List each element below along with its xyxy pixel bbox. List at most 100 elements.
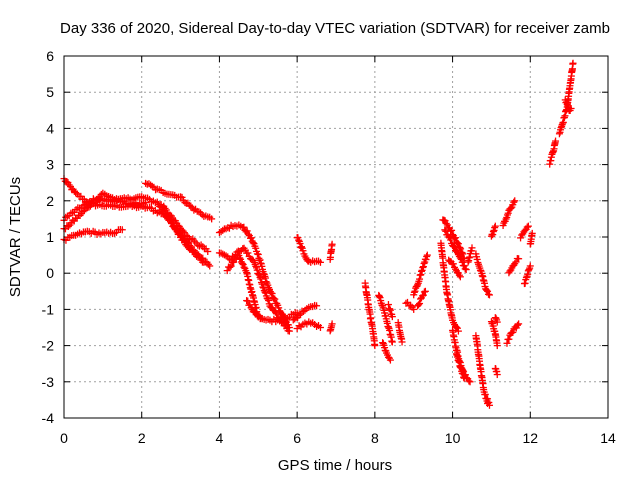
data-point [523, 223, 531, 231]
y-axis-label: SDTVAR / TECUs [7, 177, 24, 297]
data-point [179, 227, 187, 235]
data-point [503, 339, 511, 347]
x-tick-label: 6 [293, 430, 301, 446]
data-point [200, 258, 208, 266]
data-point [447, 236, 455, 244]
y-tick-label: -1 [42, 301, 55, 317]
data-point [240, 223, 248, 231]
data-point [295, 236, 303, 244]
data-point [456, 244, 464, 252]
data-point [281, 321, 289, 329]
data-point [423, 251, 431, 259]
data-point [484, 287, 492, 295]
y-tick-label: -4 [42, 410, 55, 426]
data-point [268, 290, 276, 298]
data-point [505, 335, 513, 343]
data-point [465, 377, 473, 385]
data-point [455, 271, 463, 279]
data-point [162, 206, 170, 214]
data-point [454, 240, 462, 248]
data-point [247, 234, 255, 242]
data-point [507, 204, 515, 212]
data-point [148, 182, 156, 190]
x-tick-label: 14 [600, 430, 616, 446]
data-point [509, 328, 517, 336]
y-tick-label: -3 [42, 374, 55, 390]
data-point [204, 247, 212, 255]
data-point [416, 300, 424, 308]
data-point [250, 308, 258, 316]
data-point [279, 310, 287, 318]
data-point [226, 263, 234, 271]
data-point [118, 226, 126, 234]
data-point [462, 266, 470, 274]
data-point [491, 222, 499, 230]
data-point [238, 259, 246, 267]
data-point [188, 247, 196, 255]
data-point [449, 260, 457, 268]
data-point [249, 239, 257, 247]
data-point [466, 378, 474, 386]
plot-frame [63, 55, 609, 419]
data-point [161, 204, 169, 212]
data-point [227, 262, 235, 270]
data-point [388, 313, 396, 321]
data-point [264, 295, 272, 303]
data-point [273, 310, 281, 318]
data-point [468, 244, 476, 252]
data-point [452, 323, 460, 331]
data-point [206, 262, 214, 270]
data-point [255, 270, 263, 278]
data-point [493, 342, 501, 350]
data-point [510, 198, 518, 206]
data-point [493, 371, 501, 379]
x-tick-label: 2 [138, 430, 146, 446]
data-point [252, 262, 260, 270]
data-point [88, 199, 96, 207]
data-point [244, 297, 252, 305]
data-point [187, 202, 195, 210]
data-point [419, 291, 427, 299]
data-point [175, 230, 183, 238]
y-tick-label: 3 [46, 157, 54, 173]
data-point [415, 301, 423, 309]
data-point [257, 278, 265, 286]
data-point [252, 244, 260, 252]
data-point [271, 295, 279, 303]
data-point [261, 288, 269, 296]
y-tick-label: 6 [46, 48, 54, 64]
data-point [502, 215, 510, 223]
data-point [461, 265, 469, 273]
data-point [515, 320, 523, 328]
data-points [60, 59, 577, 409]
data-point [182, 231, 190, 239]
chart-title: Day 336 of 2020, Sidereal Day-to-day VTE… [60, 20, 610, 37]
data-point [195, 208, 203, 216]
data-point [418, 292, 426, 300]
data-point [515, 255, 523, 263]
data-point [442, 219, 450, 227]
data-point [460, 374, 468, 382]
data-point [271, 308, 279, 316]
data-point [142, 199, 150, 207]
data-point [457, 245, 465, 253]
data-point [460, 262, 468, 270]
data-point [285, 327, 293, 335]
x-tick-label: 4 [216, 430, 224, 446]
data-point [441, 226, 449, 234]
data-point [388, 338, 396, 346]
data-point [513, 321, 521, 329]
data-point [187, 236, 195, 244]
data-point [85, 203, 93, 211]
data-point [386, 356, 394, 364]
y-tick-label: -2 [42, 338, 55, 354]
x-axis-label: GPS time / hours [278, 457, 392, 474]
data-point [256, 273, 264, 281]
data-point [222, 252, 230, 260]
data-point [316, 258, 324, 266]
data-point [456, 273, 464, 281]
data-point [524, 222, 532, 230]
data-point [65, 181, 73, 189]
y-tick-label: 2 [46, 193, 54, 209]
